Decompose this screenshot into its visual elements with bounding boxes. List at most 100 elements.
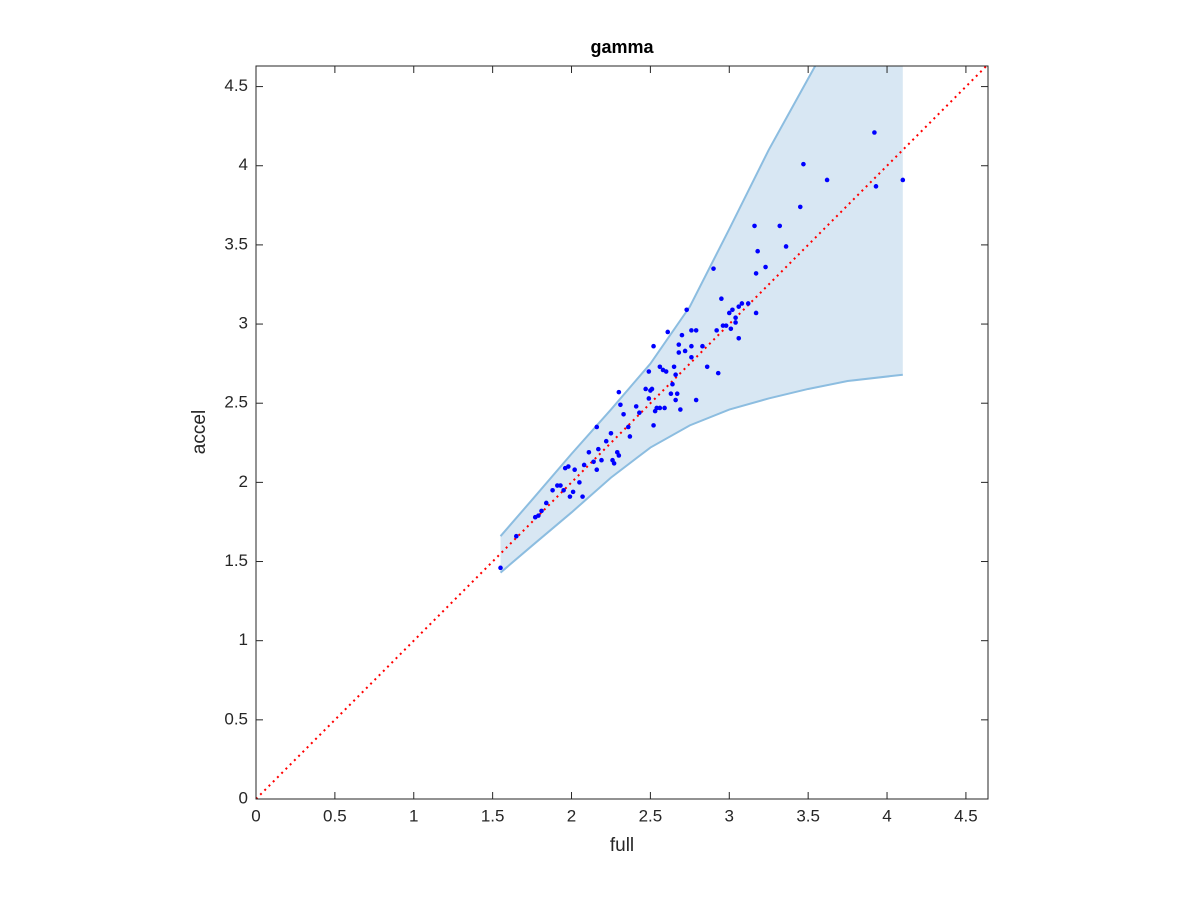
data-point — [654, 405, 660, 411]
data-point — [728, 326, 734, 332]
data-point — [755, 248, 760, 254]
data-point — [657, 405, 663, 411]
data-point — [663, 369, 669, 374]
data-point — [763, 264, 768, 270]
band-area — [500, 66, 903, 573]
data-point — [616, 453, 622, 458]
data-point — [714, 328, 719, 333]
data-point — [682, 348, 688, 354]
data-point — [797, 204, 803, 210]
data-point — [678, 407, 683, 412]
plot-area — [256, 66, 988, 799]
data-point — [689, 328, 694, 333]
data-point — [580, 494, 585, 499]
x-axis-label: full — [610, 835, 634, 856]
data-point — [693, 328, 699, 333]
y-tick-label: 2 — [239, 472, 248, 491]
y-tick-label: 0 — [239, 788, 248, 807]
data-point — [577, 480, 582, 485]
data-point — [711, 266, 716, 271]
y-tick-label: 1 — [239, 630, 248, 649]
data-point — [679, 332, 685, 338]
data-point — [567, 494, 573, 499]
y-tick-label: 4 — [239, 155, 248, 174]
band-upper-edge — [499, 66, 817, 537]
data-point — [700, 343, 705, 349]
data-point — [676, 350, 682, 355]
data-point — [674, 391, 680, 397]
data-point — [783, 244, 789, 249]
data-point — [618, 402, 623, 408]
data-point — [715, 370, 721, 376]
data-point — [657, 364, 663, 370]
data-point — [572, 467, 577, 473]
data-point — [558, 483, 563, 488]
data-point — [689, 355, 694, 360]
data-point — [616, 389, 622, 395]
data-point — [668, 391, 674, 397]
data-point — [736, 304, 742, 309]
y-tick-label: 4.5 — [224, 76, 248, 95]
chart-title: gamma — [590, 37, 654, 57]
data-point — [627, 434, 633, 439]
x-tick-label: 3.5 — [796, 806, 820, 825]
data-point — [626, 424, 631, 430]
data-point — [543, 500, 549, 506]
x-tick-label: 2 — [567, 806, 576, 825]
data-point — [665, 329, 671, 335]
data-point — [689, 343, 694, 349]
data-point — [651, 423, 656, 428]
data-point — [777, 223, 783, 229]
data-point — [739, 301, 745, 306]
data-point — [536, 513, 541, 518]
axes-box — [255, 65, 989, 800]
data-point — [872, 130, 877, 135]
x-tick-label: 3 — [725, 806, 734, 825]
data-point — [736, 336, 742, 341]
data-point — [676, 342, 682, 347]
data-point — [550, 487, 555, 493]
data-point — [673, 372, 678, 378]
data-point — [539, 508, 544, 514]
data-point — [498, 565, 503, 571]
data-point — [596, 446, 601, 452]
data-point — [824, 177, 830, 183]
data-point — [801, 161, 806, 167]
data-point — [693, 397, 699, 403]
data-point — [753, 271, 759, 276]
data-point — [570, 489, 576, 495]
data-point — [745, 301, 751, 306]
data-point — [753, 310, 759, 316]
y-tick-label: 3.5 — [224, 234, 248, 253]
data-point — [670, 381, 675, 387]
data-point — [649, 386, 655, 392]
data-point — [594, 467, 600, 473]
data-point — [646, 396, 652, 401]
y-tick-label: 2.5 — [224, 393, 248, 412]
data-point — [581, 462, 587, 468]
data-point — [603, 438, 609, 444]
data-point — [651, 343, 656, 349]
data-point — [591, 459, 596, 465]
data-point — [514, 533, 519, 539]
data-point — [684, 307, 689, 313]
data-point — [555, 483, 560, 488]
y-tick-label: 1.5 — [224, 551, 248, 570]
data-point — [643, 386, 648, 392]
data-point — [720, 323, 726, 328]
data-point — [608, 430, 614, 436]
reference-line — [256, 66, 988, 799]
data-point — [561, 487, 566, 493]
data-point — [594, 424, 600, 430]
data-point — [611, 461, 617, 466]
data-point — [586, 449, 592, 455]
x-tick-label: 1.5 — [481, 806, 505, 825]
y-axis-label: accel — [189, 410, 210, 454]
data-point — [621, 411, 626, 417]
data-point — [730, 307, 735, 313]
data-point — [704, 364, 710, 370]
data-point — [671, 364, 677, 370]
data-point — [566, 464, 571, 469]
data-point — [637, 410, 642, 416]
